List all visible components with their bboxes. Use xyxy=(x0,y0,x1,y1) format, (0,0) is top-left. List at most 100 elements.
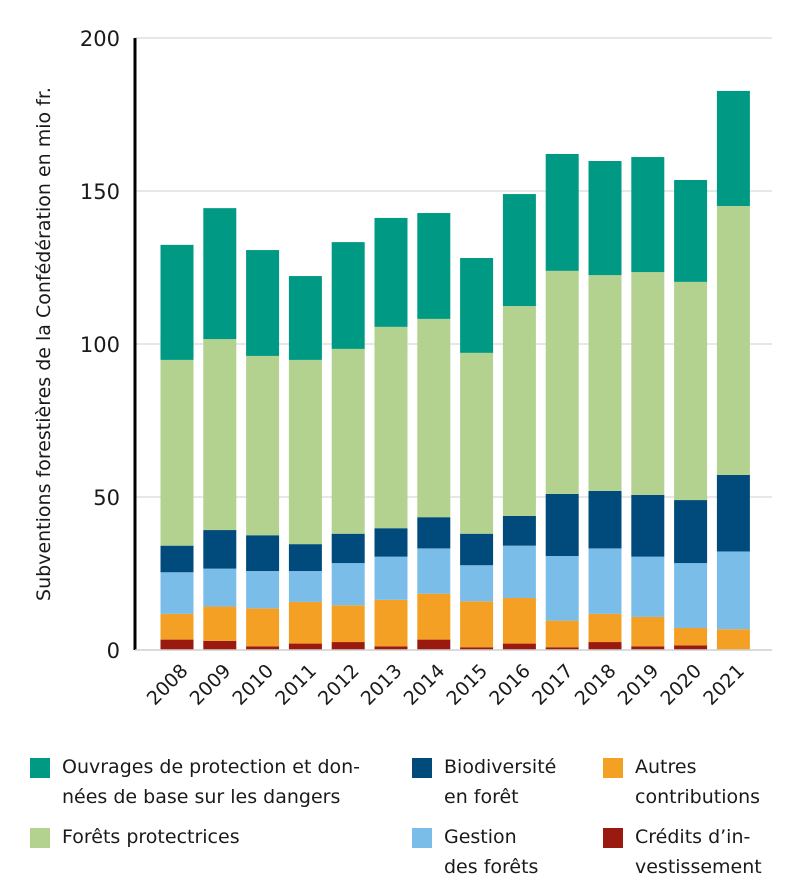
legend-swatch xyxy=(30,828,50,848)
bar-segment xyxy=(331,605,365,643)
y-axis-label: Subventions forestières de la Confédérat… xyxy=(33,87,55,601)
legend-swatch xyxy=(603,758,623,778)
bar-segment xyxy=(588,548,622,614)
bar-segment xyxy=(374,556,408,600)
bar-segment xyxy=(674,500,708,564)
bar-segment xyxy=(545,620,579,648)
bar-segment xyxy=(545,556,579,621)
legend-label: Autres contributions xyxy=(635,756,761,808)
bar-segment xyxy=(374,326,408,529)
x-tick-label: 2015 xyxy=(442,660,492,710)
bar-segment xyxy=(288,601,322,644)
bar-segment xyxy=(545,270,579,494)
bar-segment xyxy=(288,359,322,545)
bar-segment xyxy=(203,208,237,340)
bar-segment xyxy=(716,551,750,630)
bar-segment xyxy=(203,640,237,650)
bar-segment xyxy=(417,593,451,640)
legend-item: Autres contributions xyxy=(603,752,760,812)
bar-segment xyxy=(674,563,708,628)
bar-segment xyxy=(545,647,579,650)
bar-segment xyxy=(588,613,622,643)
x-tick-label: 2014 xyxy=(400,660,450,710)
x-tick-label: 2008 xyxy=(143,660,193,710)
bar-segment xyxy=(631,556,665,617)
bar-segment xyxy=(460,565,494,602)
bar-segment xyxy=(331,348,365,534)
bar-segment xyxy=(374,646,408,650)
x-tick-label: 2017 xyxy=(528,660,578,710)
bar-segment xyxy=(588,642,622,650)
legend-label: Forêts protectrices xyxy=(62,826,240,848)
bar-segment xyxy=(417,517,451,549)
bar-segment xyxy=(203,568,237,607)
legend-swatch xyxy=(412,828,432,848)
x-tick-label: 2021 xyxy=(699,660,749,710)
bar-segment xyxy=(160,244,194,360)
bar-segment xyxy=(374,599,408,647)
bar-segment xyxy=(545,493,579,557)
bar-segment xyxy=(203,606,237,641)
bar-segment xyxy=(631,157,665,273)
bar-segment xyxy=(502,545,536,598)
bar-segment xyxy=(674,281,708,501)
x-tick-label: 2018 xyxy=(571,660,621,710)
bar-segment xyxy=(417,213,451,319)
bar-segment xyxy=(460,533,494,566)
bar-segment xyxy=(502,306,536,516)
legend-label: Biodiversité en forêt xyxy=(444,756,557,808)
bar-segment xyxy=(288,571,322,602)
bar-segment xyxy=(417,639,451,650)
bar-segment xyxy=(246,250,280,356)
bar-segment xyxy=(460,647,494,650)
bar-segment xyxy=(331,563,365,606)
y-tick-label: 0 xyxy=(107,639,120,663)
x-tick-label: 2010 xyxy=(228,660,278,710)
bar-segment xyxy=(631,494,665,557)
bar-segment xyxy=(502,194,536,307)
bar-segment xyxy=(374,528,408,557)
bar-segment xyxy=(460,601,494,648)
bar-segment xyxy=(716,474,750,552)
bar-segment xyxy=(588,275,622,491)
bar-segment xyxy=(203,530,237,569)
bar-segment xyxy=(502,515,536,546)
bar-segment xyxy=(674,179,708,282)
legend-swatch xyxy=(30,758,50,778)
x-tick-label: 2011 xyxy=(271,660,321,710)
legend-label: Ouvrages de protection et don-nées de ba… xyxy=(62,756,361,808)
bar-segment xyxy=(288,643,322,650)
bar-segment xyxy=(588,490,622,549)
bar-segment xyxy=(716,90,750,206)
bar-segment xyxy=(331,242,365,349)
bar-segment xyxy=(588,161,622,276)
legend-label: Crédits d’in-vestissement xyxy=(635,826,762,878)
bar-segment xyxy=(160,572,194,614)
bar-segment xyxy=(502,643,536,650)
bar-segment xyxy=(246,608,280,647)
legend-swatch xyxy=(603,828,623,848)
stacked-bar-chart: 0 50 100 150 200 2008200920102011201220132014… xyxy=(33,27,772,710)
y-tick-label: 100 xyxy=(80,333,120,357)
bar-segment xyxy=(417,318,451,518)
y-tick-label: 200 xyxy=(80,27,120,51)
legend-item: Forêts protectrices xyxy=(30,822,240,852)
bar-segment xyxy=(160,545,194,573)
bar-segment xyxy=(288,276,322,360)
y-tick-label: 50 xyxy=(93,486,120,510)
bar-segment xyxy=(417,548,451,594)
y-tick-label: 150 xyxy=(80,180,120,204)
x-tick-label: 2013 xyxy=(357,660,407,710)
bar-segment xyxy=(460,258,494,353)
x-tick-label: 2009 xyxy=(186,660,236,710)
x-tick-label: 2012 xyxy=(314,660,364,710)
legend-label: Gestion des forêts xyxy=(444,826,539,878)
legend-item: Crédits d’in-vestissement xyxy=(603,822,762,882)
bar-segment xyxy=(246,535,280,572)
legend-item: Biodiversité en forêt xyxy=(412,752,556,812)
bar-segment xyxy=(160,613,194,640)
bar-segment xyxy=(331,533,365,564)
bar-segment xyxy=(246,355,280,536)
bar-segment xyxy=(674,645,708,650)
